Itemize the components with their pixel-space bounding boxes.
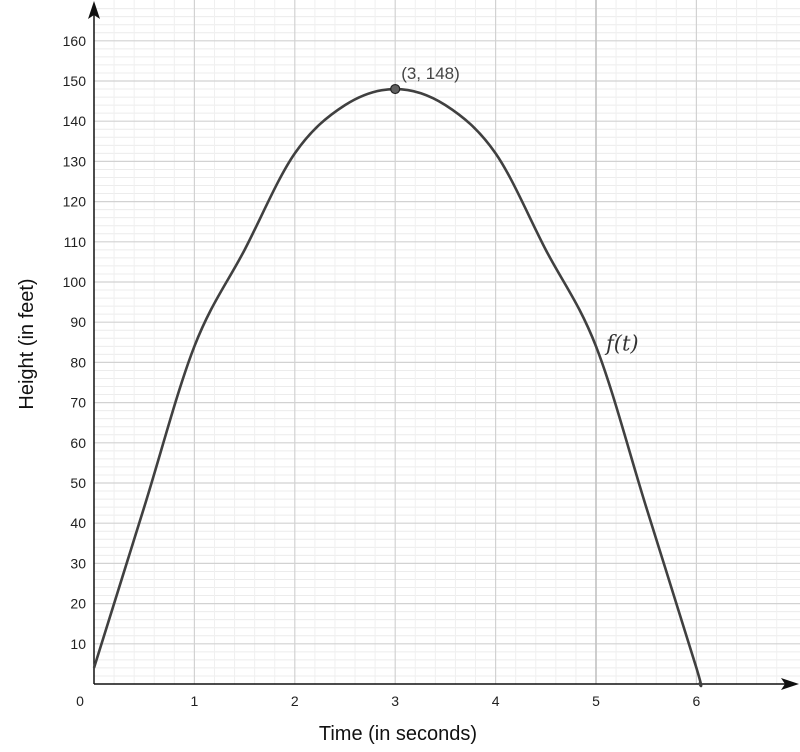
y-tick-label-40: 40 [70,515,86,531]
y-tick-label-30: 30 [70,555,86,571]
curve-label: f(t) [604,331,639,355]
y-tick-label-90: 90 [70,314,86,330]
vertex-label: (3, 148) [401,64,460,83]
axes [88,1,799,690]
y-tick-label-120: 120 [63,194,87,210]
x-tick-label-4: 4 [492,693,500,709]
vertex-point [390,83,401,95]
y-axis-title: Height (in feet) [16,278,38,409]
minor-grid [94,0,800,684]
y-tick-label-50: 50 [70,475,86,491]
major-grid [94,0,800,684]
y-tick-label-80: 80 [70,354,86,370]
y-tick-label-100: 100 [63,274,87,290]
y-tick-label-130: 130 [63,153,87,169]
tick-labels: 0 1 2 3 4 5 6 10 20 30 40 50 60 70 80 90 100 110 120 130 140… [63,33,701,709]
series-line-f-t [92,87,703,688]
y-tick-label-10: 10 [70,636,86,652]
x-tick-label-1: 1 [191,693,199,709]
x-tick-label-2: 2 [291,693,299,709]
y-tick-label-140: 140 [63,113,87,129]
y-tick-label-160: 160 [63,33,87,49]
x-tick-label-3: 3 [391,693,399,709]
x-tick-label-0: 0 [76,693,84,709]
x-axis-arrow [781,678,799,690]
y-tick-label-110: 110 [64,234,87,250]
x-axis-title: Time (in seconds) [319,723,477,745]
x-tick-label-5: 5 [592,693,600,709]
y-tick-label-150: 150 [63,73,87,89]
y-axis-arrow [88,1,100,19]
y-tick-label-60: 60 [70,435,86,451]
y-tick-label-70: 70 [70,395,86,411]
y-tick-label-20: 20 [70,596,86,612]
x-tick-label-6: 6 [693,693,701,709]
